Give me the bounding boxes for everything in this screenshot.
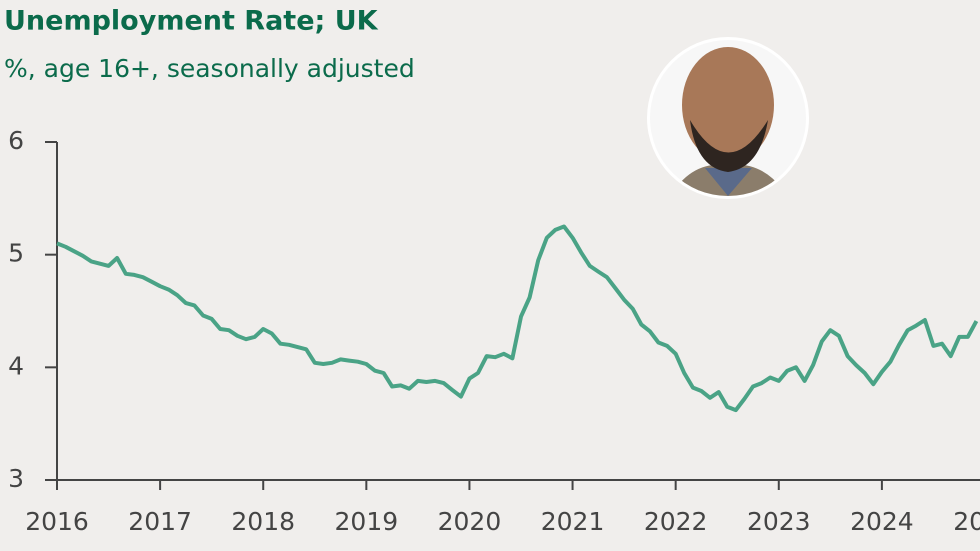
series-line	[56, 224, 979, 413]
chart-title: Unemployment Rate; UK	[4, 6, 379, 37]
x-tick-label: 2024	[850, 507, 914, 536]
y-tick-label: 5	[8, 239, 24, 268]
y-tick-label: 3	[8, 464, 24, 493]
x-tick-label: 2016	[25, 507, 89, 536]
y-tick-label: 6	[8, 126, 24, 155]
x-tick-label: 2019	[335, 507, 399, 536]
chart-subtitle: %, age 16+, seasonally adjusted	[4, 54, 415, 83]
y-tick-label: 4	[8, 351, 24, 380]
x-tick-label: 2020	[438, 507, 502, 536]
x-tick-label: 2017	[128, 507, 192, 536]
x-tick-label: 2018	[231, 507, 295, 536]
x-tick-label: 2025	[953, 507, 980, 536]
x-tick-label: 2023	[747, 507, 811, 536]
x-tick-label: 2022	[644, 507, 708, 536]
x-tick-label: 2021	[541, 507, 605, 536]
presenter-photo	[647, 37, 809, 199]
